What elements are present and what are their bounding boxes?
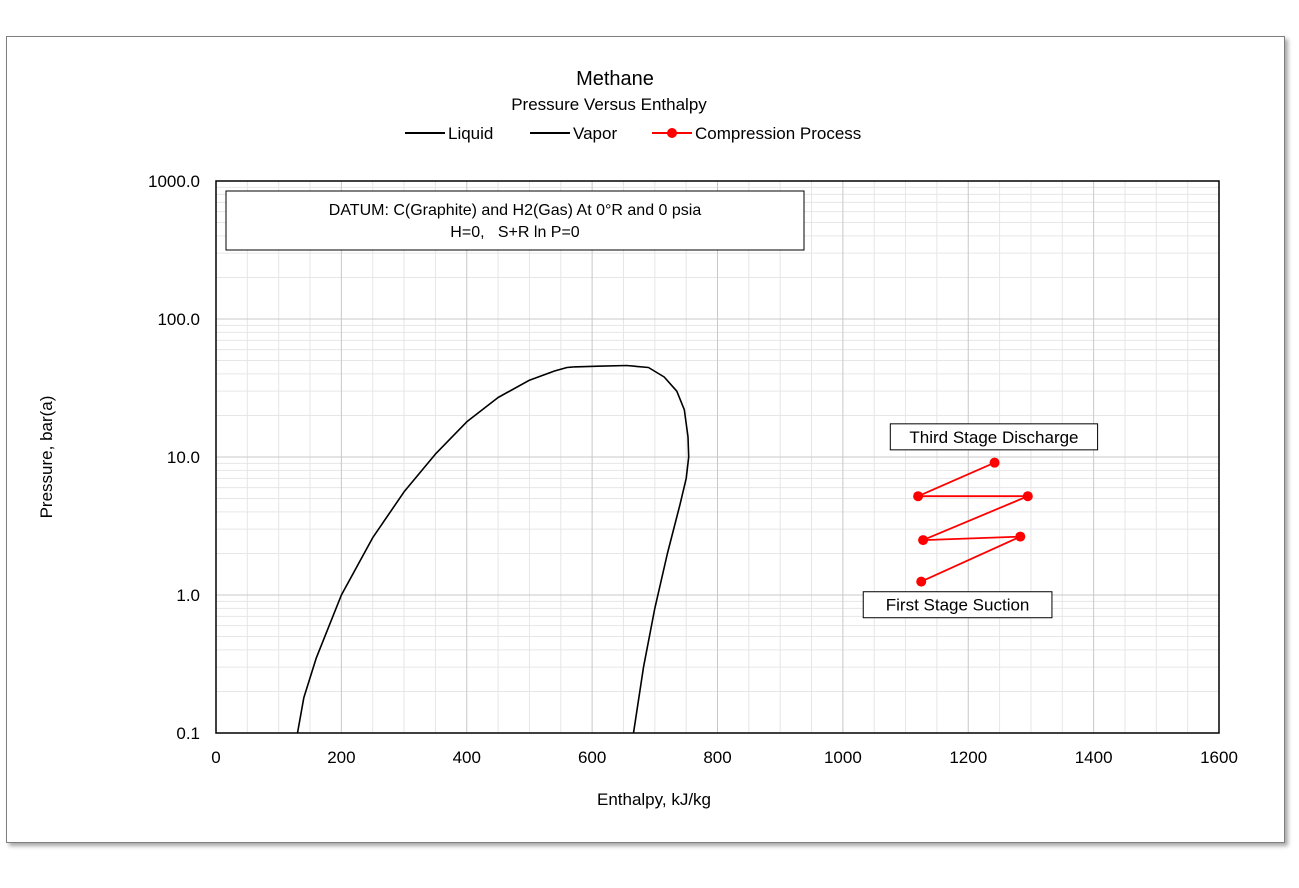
y-tick-label: 0.1: [176, 724, 200, 743]
x-tick-label: 1000: [824, 748, 862, 767]
liquid-series-line: [296, 366, 574, 734]
chart-subtitle: Pressure Versus Enthalpy: [511, 95, 707, 114]
x-tick-label: 800: [703, 748, 731, 767]
annotation-box: [889, 423, 1099, 451]
annotation-label: First Stage Suction: [886, 596, 1030, 615]
legend-label: Compression Process: [695, 124, 861, 143]
x-tick-label: 1600: [1200, 748, 1238, 767]
datum-box-frame: [225, 190, 805, 251]
legend-label: Vapor: [573, 124, 617, 143]
compression-process-point: [916, 576, 927, 587]
datum-line-1: DATUM: C(Graphite) and H2(Gas) At 0°R an…: [329, 202, 702, 219]
compression-process-point: [918, 535, 929, 546]
compression-process-point: [989, 457, 1000, 468]
y-tick-label: 1000.0: [148, 172, 200, 191]
x-tick-label: 0: [211, 748, 220, 767]
x-tick-label: 1200: [949, 748, 987, 767]
x-tick-label: 600: [578, 748, 606, 767]
chart-title: Methane: [576, 68, 654, 90]
legend-swatch-marker: [667, 128, 677, 138]
x-tick-label: 400: [453, 748, 481, 767]
y-tick-label: 1.0: [176, 586, 200, 605]
compression-process-point: [1022, 491, 1033, 502]
x-tick-label: 200: [327, 748, 355, 767]
x-tick-label: 1400: [1075, 748, 1113, 767]
datum-line-2: H=0, S+R ln P=0: [450, 224, 580, 241]
series-layer: [296, 364, 1033, 734]
y-tick-label: 100.0: [157, 310, 200, 329]
compression-process-series-line: [917, 461, 1029, 583]
vapor-series-line: [573, 364, 690, 734]
y-tick-labels: 0.1 1.0 10.0 100.0 1000.0: [148, 172, 200, 743]
plot-area: [215, 180, 1220, 734]
y-tick-label: 10.0: [167, 448, 200, 467]
legend-label: Liquid: [448, 124, 493, 143]
annotation-layer: Third Stage Discharge First Stage Suction: [862, 423, 1099, 619]
x-axis-label: Enthalpy, kJ/kg: [597, 790, 711, 809]
x-tick-labels: 0 200 400 600 800 1000 1200 1400 1600: [211, 748, 1238, 767]
legend: Liquid Vapor Compression Process: [405, 124, 861, 143]
compression-process-point: [1015, 531, 1026, 542]
datum-box: DATUM: C(Graphite) and H2(Gas) At 0°R an…: [225, 190, 805, 251]
compression-process-point: [913, 491, 924, 502]
annotation-label: Third Stage Discharge: [909, 428, 1078, 447]
y-axis-label: Pressure, bar(a): [37, 396, 56, 519]
annotation-box: [862, 591, 1053, 619]
